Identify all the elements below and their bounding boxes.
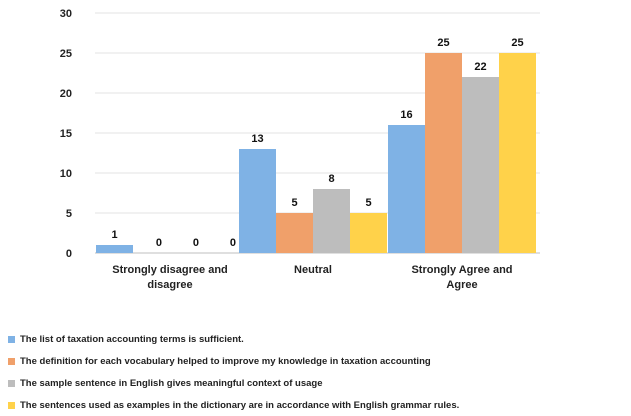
data-label: 13 [251, 133, 263, 145]
bar [96, 245, 133, 253]
category-label-line: Strongly disagree and [112, 264, 228, 276]
y-tick-label: 10 [60, 168, 72, 180]
y-tick-label: 20 [60, 88, 72, 100]
legend-item: The definition for each vocabulary helpe… [8, 350, 628, 372]
category-label-line: disagree [147, 279, 192, 291]
x-axis: Strongly disagree and disagree Neutral Stro… [112, 264, 512, 291]
bar-chart: 0 5 10 15 20 25 30 1 13 16 0 5 25 0 8 22 0 5 25 Strongly … [60, 8, 540, 291]
bar [388, 125, 425, 253]
data-label: 22 [474, 61, 486, 73]
legend-label: The sample sentence in English gives mea… [20, 377, 323, 389]
bar [425, 53, 462, 253]
data-label: 16 [400, 109, 412, 121]
bar [350, 213, 387, 253]
legend-swatch [8, 357, 15, 365]
data-label: 5 [365, 197, 371, 209]
data-labels: 1 13 16 0 5 25 0 8 22 0 5 25 [111, 37, 523, 249]
bar [499, 53, 536, 253]
gridlines [95, 12, 540, 254]
bar [313, 189, 350, 253]
data-label: 5 [291, 197, 297, 209]
legend-label: The list of taxation accounting terms is… [20, 333, 244, 345]
category-label-line: Agree [446, 279, 477, 291]
y-tick-label: 25 [60, 48, 72, 60]
data-label: 25 [511, 37, 523, 49]
data-label: 25 [437, 37, 449, 49]
legend-item: The list of taxation accounting terms is… [8, 328, 628, 350]
legend-item: The sample sentence in English gives mea… [8, 372, 628, 394]
y-tick-label: 30 [60, 8, 72, 20]
legend-swatch [8, 335, 15, 343]
bar [276, 213, 313, 253]
bars [96, 53, 536, 253]
legend-item: The sentences used as examples in the di… [8, 394, 628, 416]
category-label: Strongly Agree and Agree [411, 264, 512, 291]
category-label: Strongly disagree and disagree [112, 264, 228, 291]
y-tick-label: 15 [60, 128, 72, 140]
legend-label: The sentences used as examples in the di… [20, 399, 460, 411]
legend-swatch [8, 379, 15, 387]
data-label: 0 [230, 237, 236, 249]
legend-label: The definition for each vocabulary helpe… [20, 355, 431, 367]
bar [462, 77, 499, 253]
data-label: 8 [328, 173, 334, 185]
category-label-line: Neutral [294, 264, 332, 276]
legend-swatch [8, 401, 15, 409]
data-label: 0 [193, 237, 199, 249]
data-label: 1 [111, 229, 117, 241]
bar [239, 149, 276, 253]
legend: The list of taxation accounting terms is… [8, 328, 628, 416]
y-tick-label: 5 [66, 208, 72, 220]
data-label: 0 [156, 237, 162, 249]
y-axis: 0 5 10 15 20 25 30 [60, 8, 72, 260]
category-label: Neutral [294, 264, 332, 276]
category-label-line: Strongly Agree and [411, 264, 512, 276]
y-tick-label: 0 [66, 248, 72, 260]
